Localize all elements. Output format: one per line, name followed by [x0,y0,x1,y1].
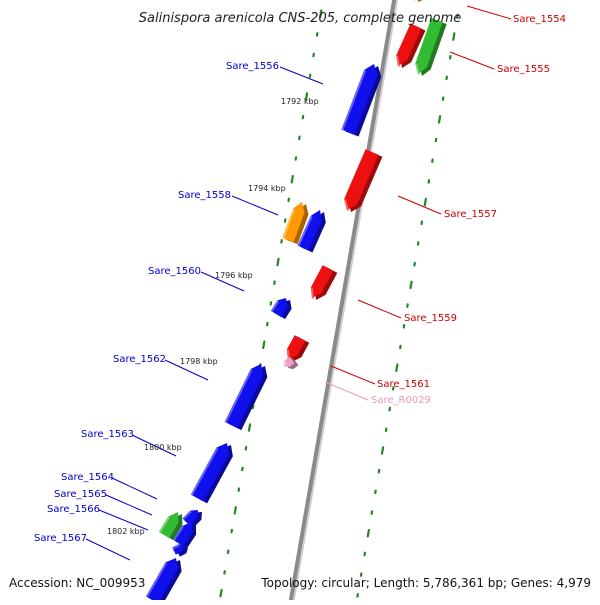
gene-label-sare-1559[interactable]: Sare_1559 [404,313,457,324]
map-labels: Salinispora arenicola CNS-205, complete … [9,11,591,590]
tick-label-1800: 1800 kbp [144,443,182,452]
gene-label-sare-1567[interactable]: Sare_1567 [34,533,87,544]
tick-dot-left-track [382,447,383,453]
map-title: Salinispora arenicola CNS-205, complete … [139,11,461,26]
gene-sare-1559-highlight [312,288,313,299]
genome-backbone [290,0,397,600]
gene-sare-1560 [271,298,292,319]
tick-dot-right-track [263,342,264,348]
gene-sare-1555 [415,18,446,76]
gene-label-sare-1555[interactable]: Sare_1555 [497,64,550,75]
gene-label-sare-1563[interactable]: Sare_1563 [81,429,134,440]
minor-tick-dots [220,0,457,600]
genome-summary-text: Topology: circular; Length: 5,786,361 bp… [260,576,591,590]
gene-label-sare-1560[interactable]: Sare_1560 [148,266,201,277]
leader-sare-1557 [398,196,441,214]
leader-sare-1559 [358,300,401,318]
gene-sare-1554-orange [414,0,449,2]
tick-dot-left-track [439,116,440,122]
leader-sare-r0029 [325,382,368,400]
gene-sare-1559 [311,265,337,300]
leader-sare-1567 [86,539,130,560]
gene-label-sare-1558[interactable]: Sare_1558 [178,190,231,201]
gene-sare-1562 [225,364,268,430]
gene-label-sare-1561[interactable]: Sare_1561 [377,379,430,390]
leader-sare-1558 [232,196,278,215]
tick-label-1792: 1792 kbp [281,97,319,106]
accession-text: Accession: NC_009953 [9,576,145,590]
tick-label-1794: 1794 kbp [248,184,286,193]
gene-features [146,0,449,600]
leader-sare-1565 [106,495,152,515]
gene-label-sare-1556[interactable]: Sare_1556 [226,61,279,72]
gene-label-sare-1564[interactable]: Sare_1564 [61,472,114,483]
gene-label-sare-1566[interactable]: Sare_1566 [47,504,100,515]
leader-sare-1556 [280,67,323,84]
backbone-line [290,0,395,600]
gene-label-sare-1565[interactable]: Sare_1565 [54,489,107,500]
tick-dot-right-track [292,176,293,182]
tick-dot-right-track [249,424,250,430]
gene-label-sare-1562[interactable]: Sare_1562 [113,354,166,365]
gene-label-sare-1554[interactable]: Sare_1554 [513,14,566,25]
tick-dot-left-track [368,530,369,536]
tick-dot-right-track [220,590,221,596]
tick-label-1798: 1798 kbp [180,357,218,366]
tick-dot-right-track [235,507,236,513]
tick-label-1802: 1802 kbp [107,527,145,536]
tick-dot-left-track [411,282,412,288]
tick-label-1796: 1796 kbp [215,271,253,280]
label-leader-lines [86,6,511,560]
leader-sare-1564 [112,478,157,499]
tick-dot-left-track [425,199,426,205]
gene-sare-1563 [191,443,233,503]
gene-label-sare-1557[interactable]: Sare_1557 [444,209,497,220]
gene-label-sare-r0029[interactable]: Sare_R0029 [371,395,431,406]
tick-dot-left-track [453,33,454,39]
tick-dot-right-track [277,259,278,265]
gene-sare-1554-orange-depth [418,0,449,2]
leader-sare-1561 [331,366,375,384]
gene-sare-1567 [146,558,182,600]
leader-sare-1555 [450,52,494,69]
tick-dot-left-track [396,365,397,371]
leader-sare-1554 [467,6,511,19]
